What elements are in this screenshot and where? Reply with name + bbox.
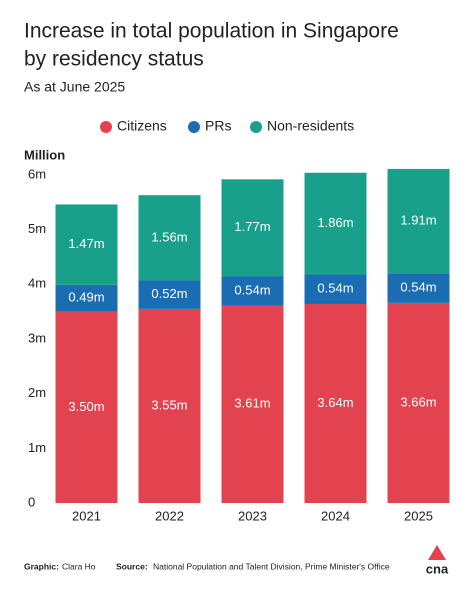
bar-segment: [55, 204, 118, 285]
value-label: 1.77m: [234, 219, 270, 234]
value-label: 1.56m: [151, 229, 187, 244]
value-label: 1.47m: [68, 236, 104, 251]
x-tick-label: 2023: [238, 508, 267, 523]
value-label: 1.86m: [317, 215, 353, 230]
y-axis-label: Million: [24, 147, 65, 162]
x-tick-label: 2025: [404, 508, 433, 523]
logo-mark: [428, 545, 446, 560]
chart-subtitle: As at June 2025: [24, 79, 125, 95]
value-label: 0.54m: [317, 281, 353, 296]
bar-segment: [138, 195, 201, 281]
chart-title: by residency status: [24, 48, 204, 71]
legend-label: PRs: [205, 118, 231, 134]
y-tick-label: 6m: [28, 166, 46, 181]
value-label: 1.91m: [400, 213, 436, 228]
x-tick-label: 2022: [155, 508, 184, 523]
y-tick-label: 2m: [28, 385, 46, 400]
value-label: 3.66m: [400, 394, 436, 409]
y-tick-label: 1m: [28, 440, 46, 455]
value-label: 0.52m: [151, 286, 187, 301]
bar-segment: [387, 273, 450, 303]
legend-swatch: [100, 121, 112, 133]
value-label: 0.49m: [68, 290, 104, 305]
bar-segment: [221, 276, 284, 306]
value-label: 3.55m: [151, 397, 187, 412]
bar-segment: [304, 172, 367, 275]
legend-swatch: [250, 121, 262, 133]
y-tick-label: 3m: [28, 330, 46, 345]
legend-label: Non-residents: [267, 118, 354, 134]
bar-segment: [138, 308, 201, 503]
x-tick-label: 2021: [72, 508, 101, 523]
value-label: 0.54m: [234, 282, 270, 297]
legend-label: Citizens: [117, 118, 167, 134]
bar-segment: [138, 280, 201, 309]
bar-segment: [55, 311, 118, 503]
bar-segment: [55, 284, 118, 312]
bar-segment: [387, 168, 450, 274]
footer-label: Source:: [116, 561, 148, 571]
logo: cna: [426, 561, 449, 576]
legend-swatch: [188, 121, 200, 133]
bar-segment: [304, 274, 367, 304]
value-label: 3.50m: [68, 399, 104, 414]
bar-segment: [387, 302, 450, 503]
value-label: 3.64m: [317, 395, 353, 410]
bar-segment: [221, 179, 284, 277]
footer-text: National Population and Talent Division,…: [153, 561, 390, 571]
value-label: 3.61m: [234, 396, 270, 411]
x-tick-label: 2024: [321, 508, 350, 523]
y-tick-label: 4m: [28, 276, 46, 291]
y-tick-label: 0: [28, 494, 35, 509]
value-label: 0.54m: [400, 280, 436, 295]
footer-label: Graphic:: [24, 561, 59, 571]
bar-segment: [304, 303, 367, 503]
y-tick-label: 5m: [28, 221, 46, 236]
chart-title: Increase in total population in Singapor…: [24, 20, 399, 43]
footer-text: Clara Ho: [62, 561, 96, 571]
bar-segment: [221, 305, 284, 503]
